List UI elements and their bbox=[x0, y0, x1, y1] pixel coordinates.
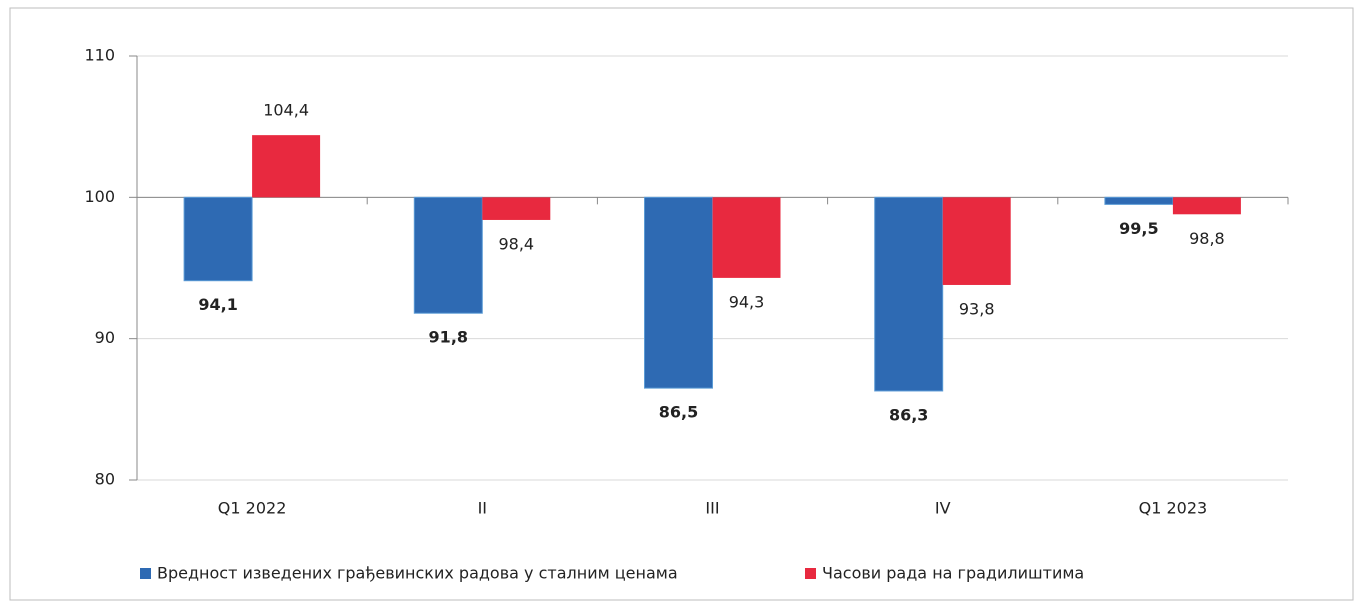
legend-swatch bbox=[140, 568, 151, 579]
x-tick-label: IV bbox=[935, 499, 951, 518]
value-label: 104,4 bbox=[263, 101, 309, 120]
bar bbox=[183, 196, 253, 282]
legend-label: Часови рада на градилиштима bbox=[822, 564, 1084, 583]
x-tick-label: III bbox=[705, 499, 719, 518]
bar bbox=[942, 197, 1011, 285]
value-label: 98,8 bbox=[1189, 229, 1225, 248]
y-tick-label: 80 bbox=[95, 470, 115, 489]
x-tick-label: II bbox=[478, 499, 487, 518]
x-tick-label: Q1 2023 bbox=[1139, 499, 1208, 518]
value-label: 86,5 bbox=[659, 403, 698, 422]
value-label: 86,3 bbox=[889, 405, 928, 424]
bar bbox=[1172, 197, 1241, 215]
bar bbox=[413, 196, 483, 314]
x-tick-label: Q1 2022 bbox=[218, 499, 287, 518]
value-label: 91,8 bbox=[429, 328, 468, 347]
bar bbox=[644, 196, 713, 389]
y-tick-label: 110 bbox=[84, 46, 115, 65]
value-label: 93,8 bbox=[959, 299, 995, 318]
bar bbox=[252, 135, 321, 198]
value-label: 94,1 bbox=[198, 295, 237, 314]
value-label: 99,5 bbox=[1119, 219, 1158, 238]
bar bbox=[1104, 196, 1174, 205]
bar bbox=[482, 197, 551, 220]
y-tick-label: 90 bbox=[95, 328, 115, 347]
value-label: 98,4 bbox=[498, 234, 534, 253]
y-tick-label: 100 bbox=[84, 187, 115, 206]
legend-swatch bbox=[805, 568, 816, 579]
legend-label: Вредност изведених грађевинских радова у… bbox=[157, 564, 678, 583]
bar bbox=[874, 196, 944, 392]
bar bbox=[712, 197, 781, 278]
value-label: 94,3 bbox=[729, 292, 765, 311]
